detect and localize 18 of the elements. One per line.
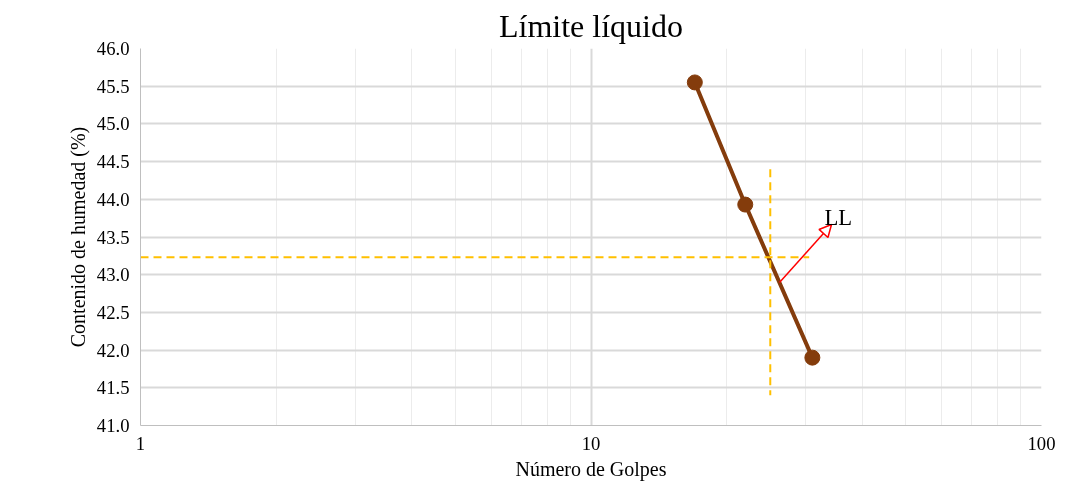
- y-axis-title: Contenido de humedad (%): [66, 126, 90, 348]
- y-tick-label: 44.0: [96, 188, 130, 210]
- x-tick-label: 10: [581, 432, 601, 454]
- y-tick-label: 44.5: [96, 151, 130, 173]
- y-tick-label: 45.5: [96, 75, 130, 97]
- x-axis-title: Número de Golpes: [515, 457, 667, 481]
- y-tick-label: 42.0: [96, 339, 130, 361]
- chart-title: Límite líquido: [499, 7, 683, 44]
- y-tick-label: 43.5: [96, 226, 130, 248]
- y-tick-label: 41.0: [96, 415, 130, 436]
- x-tick-label: 100: [1027, 432, 1056, 454]
- y-tick-label: 42.5: [96, 301, 130, 323]
- y-tick-label: 45.0: [96, 113, 130, 135]
- y-tick-label: 41.5: [96, 377, 130, 399]
- x-tick-label: 1: [135, 432, 146, 454]
- annotation: LL: [824, 204, 853, 230]
- y-tick-label: 46.0: [96, 38, 130, 59]
- y-tick-label: 43.0: [96, 264, 130, 286]
